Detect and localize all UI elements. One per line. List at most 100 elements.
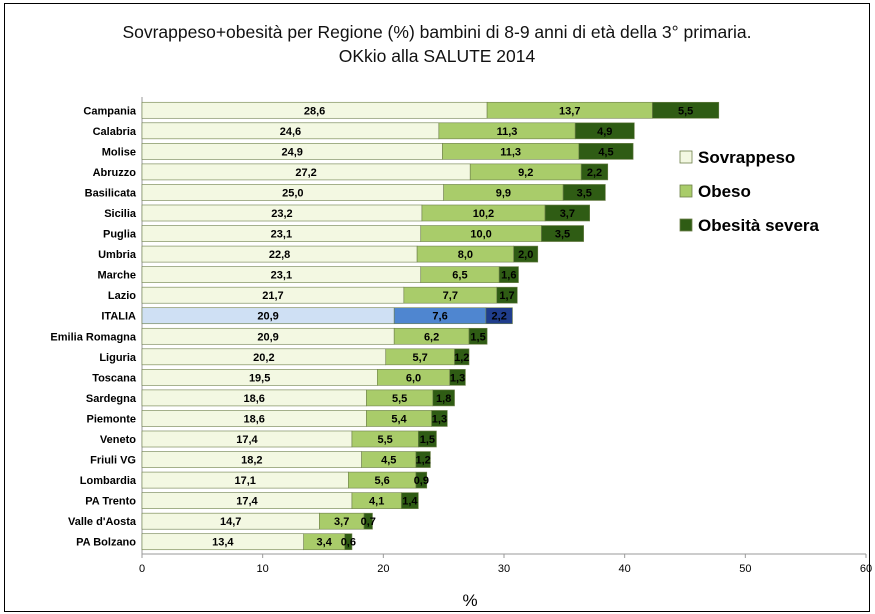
bar-segment: [580, 163, 609, 181]
category-label: Calabria: [93, 126, 137, 138]
category-label: Molise: [102, 146, 136, 158]
category-label: Veneto: [100, 434, 136, 446]
x-tick-label: 20: [377, 563, 389, 575]
category-label: PA Bolzano: [76, 537, 136, 549]
data-label: 18,6: [244, 393, 265, 405]
category-label: Puglia: [103, 229, 137, 241]
category-label: Campania: [83, 105, 136, 117]
data-label: 3,7: [560, 208, 575, 220]
data-label: 0,6: [341, 537, 356, 549]
bar-segment: [578, 143, 634, 160]
category-label: Marche: [97, 270, 136, 282]
data-label: 4,1: [369, 496, 384, 508]
data-label: 21,7: [262, 290, 283, 302]
data-label: 2,2: [492, 311, 507, 323]
data-label: 23,1: [271, 270, 292, 282]
legend-label: Obesità severa: [698, 216, 820, 235]
data-label: 17,4: [236, 496, 258, 508]
category-label: Sicilia: [104, 208, 137, 220]
data-label: 8,0: [458, 249, 473, 261]
bar-segment: [415, 451, 431, 468]
data-label: 24,6: [280, 126, 301, 138]
bar-segment: [401, 492, 419, 509]
bar-segment: [344, 533, 353, 551]
bar-segment: [544, 204, 590, 222]
legend-swatch: [679, 184, 693, 198]
data-label: 3,5: [555, 229, 570, 241]
data-label: 3,7: [334, 516, 349, 528]
data-label: 9,2: [518, 167, 533, 179]
category-label: Umbria: [98, 249, 137, 261]
bar-segment: [431, 410, 448, 427]
legend-swatch: [679, 150, 693, 164]
data-label: 11,3: [497, 126, 518, 138]
legend-swatch: [679, 218, 693, 232]
data-label: 14,7: [220, 516, 241, 528]
data-label: 1,5: [420, 434, 435, 446]
data-label: 5,4: [391, 413, 407, 425]
bar-segment: [562, 184, 606, 201]
data-label: 1,4: [402, 496, 418, 508]
data-label: 7,7: [443, 290, 458, 302]
data-label: 4,9: [597, 126, 612, 138]
chart-subtitle: OKkio alla SALUTE 2014: [339, 46, 536, 66]
data-label: 6,0: [406, 372, 421, 384]
bar-segment: [513, 245, 539, 263]
data-label: 5,7: [412, 352, 427, 364]
data-label: 3,5: [577, 187, 592, 199]
data-label: 20,9: [257, 331, 278, 343]
data-label: 13,4: [212, 537, 234, 549]
data-label: 10,2: [473, 208, 494, 220]
bar-segment: [652, 101, 720, 119]
bar-segment: [574, 122, 635, 140]
x-tick-label: 0: [139, 563, 145, 575]
bar-segment: [496, 286, 518, 304]
data-label: 6,2: [424, 331, 439, 343]
data-label: 2,0: [518, 249, 533, 261]
category-label: Abruzzo: [93, 167, 137, 179]
bar-segment: [418, 430, 437, 448]
data-label: 11,3: [500, 146, 521, 158]
data-label: 1,6: [501, 270, 516, 282]
category-label: ITALIA: [101, 311, 136, 323]
x-tick-label: 10: [257, 563, 269, 575]
data-label: 1,5: [470, 331, 485, 343]
x-tick-label: 60: [860, 563, 872, 575]
data-label: 28,6: [304, 105, 325, 117]
data-label: 13,7: [559, 105, 580, 117]
data-label: 20,2: [253, 352, 274, 364]
data-label: 24,9: [282, 146, 303, 158]
category-label: Toscana: [92, 372, 137, 384]
legend: Sovrappeso Obeso Obesità severa: [679, 148, 820, 235]
data-label: 4,5: [381, 455, 396, 467]
data-label: 5,5: [377, 434, 392, 446]
category-label: Valle d'Aosta: [68, 516, 137, 528]
data-label: 23,2: [271, 208, 292, 220]
data-label: 22,8: [269, 249, 290, 261]
data-label: 18,6: [244, 413, 265, 425]
data-label: 10,0: [470, 229, 491, 241]
data-label: 1,7: [499, 290, 514, 302]
data-label: 17,1: [234, 475, 255, 487]
bar-segment: [468, 327, 488, 345]
bar-segment: [498, 266, 519, 283]
x-axis-title: %: [462, 591, 477, 610]
category-label: Lombardia: [80, 475, 137, 487]
category-label: Lazio: [108, 290, 136, 302]
data-label: 1,2: [416, 455, 431, 467]
data-label: 5,6: [374, 475, 389, 487]
data-label: 23,1: [271, 229, 292, 241]
chart-title: Sovrappeso+obesità per Regione (%) bambi…: [122, 22, 751, 42]
bar-segment: [454, 348, 470, 366]
x-tick-label: 40: [619, 563, 631, 575]
data-label: 1,2: [454, 352, 469, 364]
data-label: 0,9: [414, 475, 429, 487]
bar-segment: [363, 512, 373, 530]
data-label: 0,7: [361, 516, 376, 528]
data-label: 18,2: [241, 455, 262, 467]
x-tick-label: 50: [739, 563, 751, 575]
data-label: 19,5: [249, 372, 270, 384]
data-label: 5,5: [678, 105, 693, 117]
data-label: 27,2: [295, 167, 316, 179]
